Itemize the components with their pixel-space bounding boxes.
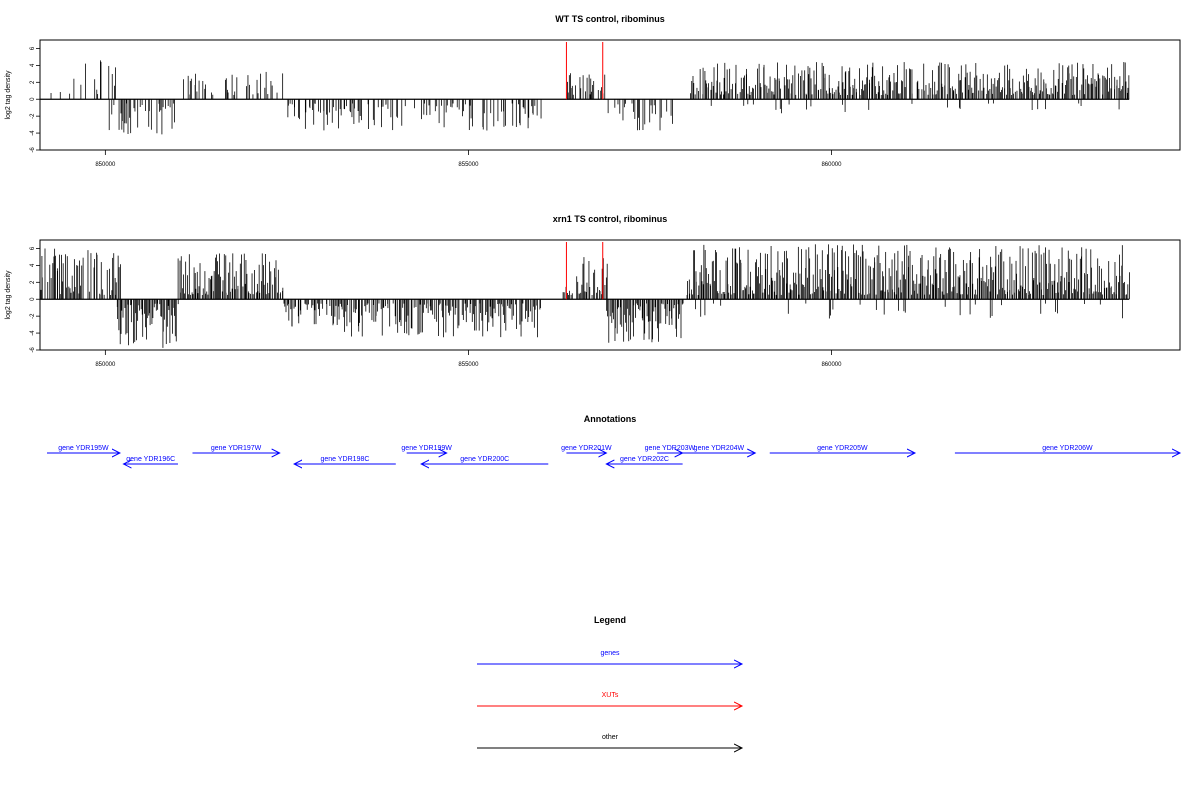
gene-label: gene YDR204W: [694, 445, 745, 452]
legend-item: other: [477, 734, 742, 748]
x-axis: 850000 855000 860000: [95, 350, 842, 368]
y-tick-label: -2: [30, 313, 36, 319]
legend-item: XUTs: [477, 692, 742, 706]
x-tick-label: 855000: [458, 162, 479, 168]
panel-title: WT TS control, ribominus: [555, 14, 665, 24]
gene-annotation: gene YDR199W: [401, 445, 452, 453]
legend-item: genes: [477, 650, 742, 664]
x-tick-label: 860000: [821, 362, 842, 368]
gene-label: gene YDR205W: [817, 445, 868, 452]
y-axis: 6 4 2 0 -2 -4 -6: [30, 46, 40, 153]
gene-annotation: gene YDR195W: [47, 445, 120, 453]
gene-annotation: gene YDR198C: [294, 456, 396, 464]
x-tick-label: 850000: [95, 362, 116, 368]
signal-bars: [40, 244, 1130, 348]
gene-annotation: gene YDR203W: [645, 445, 696, 453]
xut-markers: [565, 242, 604, 300]
y-tick-label: -4: [30, 330, 36, 336]
gene-annotation: gene YDR197W: [192, 445, 279, 453]
y-tick-label: 4: [30, 63, 36, 67]
legend-items: genes XUTs other: [477, 650, 742, 748]
track-panel-wt: WT TS control, ribominus log2 tag densit…: [5, 14, 1181, 168]
legend-label: XUTs: [602, 692, 619, 699]
track-panel-xrn1: xrn1 TS control, ribominus log2 tag dens…: [5, 214, 1181, 368]
gene-annotation: gene YDR205W: [769, 445, 915, 453]
y-tick-label: -4: [30, 130, 36, 136]
y-tick-label: 6: [30, 246, 36, 250]
y-tick-label: 6: [30, 46, 36, 50]
panel-title: xrn1 TS control, ribominus: [553, 214, 668, 224]
legend: Legend genes XUTs other: [477, 615, 742, 748]
gene-annotation: gene YDR204W: [682, 445, 756, 453]
legend-label: other: [602, 734, 619, 741]
gene-annotation: gene YDR196C: [124, 456, 178, 464]
gene-label: gene YDR195W: [58, 445, 109, 452]
y-tick-label: 0: [30, 97, 36, 101]
gene-arrows: gene YDR195W gene YDR196C gene YDR197W gene…: [47, 445, 1180, 464]
gene-annotation: gene YDR206W: [954, 445, 1180, 453]
gene-label: gene YDR197W: [211, 445, 262, 452]
plot-frame: [39, 239, 1181, 351]
gene-label: gene YDR200C: [460, 456, 509, 463]
gene-label: gene YDR203W: [645, 445, 696, 452]
x-tick-label: 855000: [458, 362, 479, 368]
y-axis: 6 4 2 0 -2 -4 -6: [30, 246, 40, 353]
gene-annotation: gene YDR201W: [561, 445, 612, 453]
gene-label: gene YDR196C: [126, 456, 175, 463]
signal-bars: [40, 60, 1130, 135]
y-tick-label: -6: [30, 147, 36, 153]
y-tick-label: 2: [30, 80, 36, 84]
plot-frame: [39, 39, 1181, 151]
annotations-title: Annotations: [584, 414, 637, 424]
y-axis-label: log2 tag density: [5, 270, 12, 320]
y-tick-label: -2: [30, 113, 36, 119]
xut-markers: [565, 42, 604, 100]
gene-label: gene YDR206W: [1042, 445, 1093, 452]
legend-label: genes: [600, 650, 620, 657]
gene-annotation: gene YDR202C: [606, 456, 683, 464]
y-tick-label: 4: [30, 263, 36, 267]
gene-label: gene YDR199W: [401, 445, 452, 452]
y-tick-label: 0: [30, 297, 36, 301]
x-tick-label: 850000: [95, 162, 116, 168]
y-tick-label: 2: [30, 280, 36, 284]
gene-label: gene YDR201W: [561, 445, 612, 452]
gene-label: gene YDR198C: [321, 456, 370, 463]
x-axis: 850000 855000 860000: [95, 150, 842, 168]
legend-title: Legend: [594, 615, 626, 625]
gene-annotation: gene YDR200C: [421, 456, 549, 464]
gene-label: gene YDR202C: [620, 456, 669, 463]
x-tick-label: 860000: [821, 162, 842, 168]
y-tick-label: -6: [30, 347, 36, 353]
y-axis-label: log2 tag density: [5, 70, 12, 120]
